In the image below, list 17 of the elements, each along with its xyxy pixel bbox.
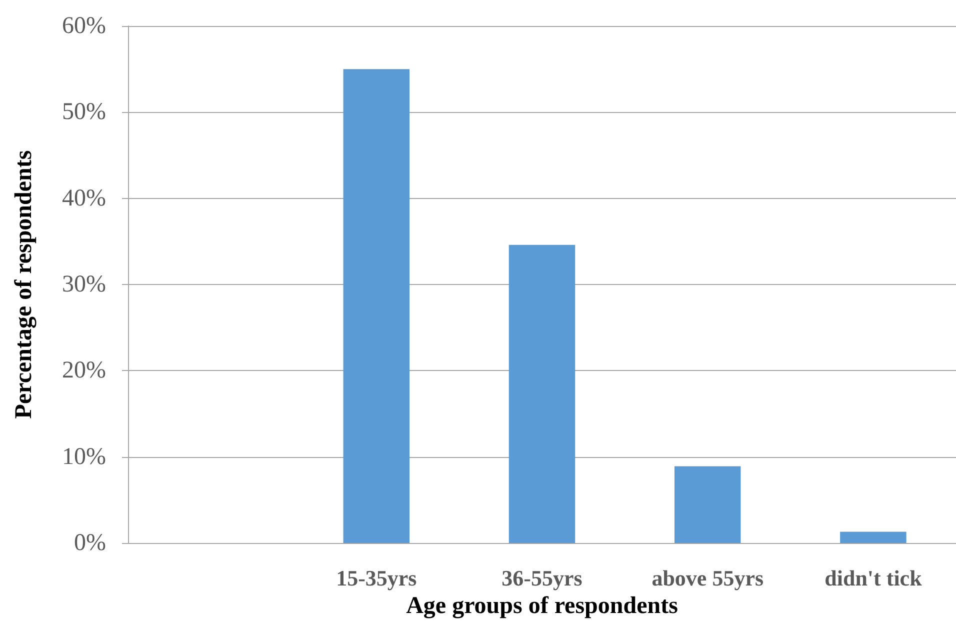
x-tick-label: 36-55yrs [502, 566, 583, 590]
y-tick-label: 50% [62, 99, 106, 126]
y-tick-label: 40% [62, 185, 106, 212]
bar [840, 532, 906, 543]
bar [343, 69, 410, 543]
x-tick-label: above 55yrs [652, 566, 764, 590]
y-tick-label: 10% [62, 444, 106, 470]
x-tick-label: 15-35yrs [336, 566, 418, 590]
y-tick-label: 20% [62, 358, 106, 384]
bar [674, 466, 741, 543]
y-tick-label: 60% [62, 13, 106, 39]
y-axis-title: Percentage of respondents [11, 150, 37, 419]
x-tick-label: didn't tick [824, 566, 923, 590]
y-tick-label: 30% [62, 272, 106, 298]
y-tick-label: 0% [74, 530, 106, 556]
bar [508, 244, 576, 543]
x-axis-title: Age groups of respondents [406, 592, 678, 619]
